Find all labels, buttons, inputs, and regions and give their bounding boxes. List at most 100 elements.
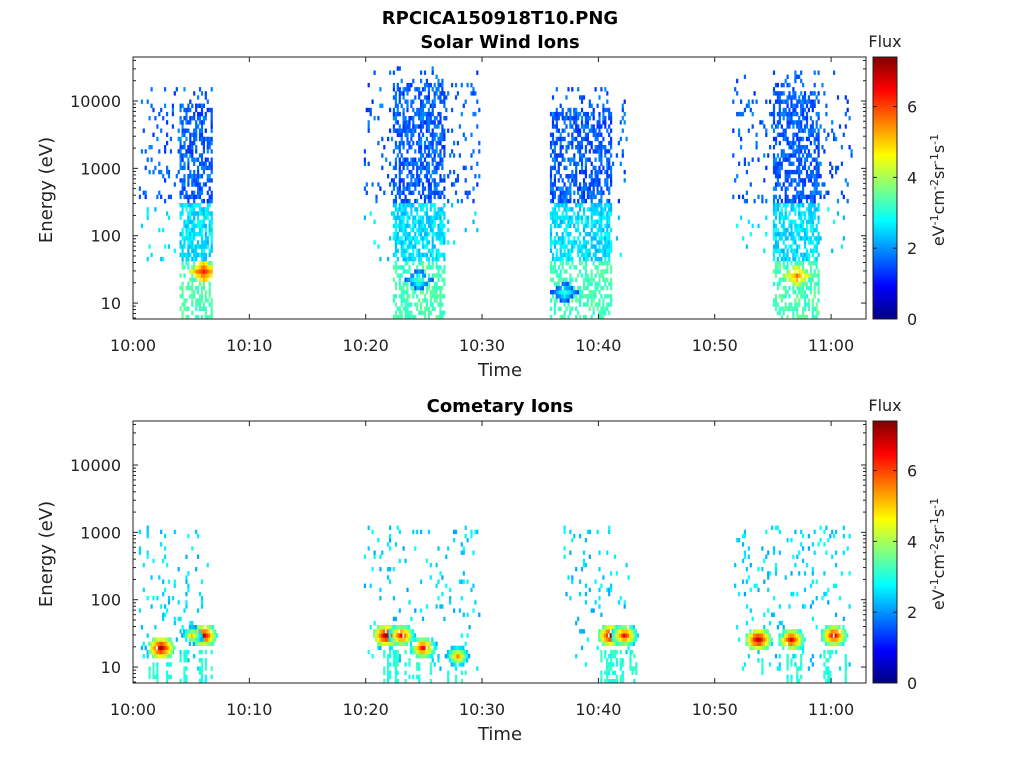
heatmap-cell — [410, 103, 413, 108]
heatmap-cell — [774, 294, 778, 299]
heatmap-cell — [464, 649, 467, 655]
heatmap-cell — [809, 124, 812, 129]
heatmap-cell — [144, 149, 147, 154]
heatmap-cell — [429, 645, 432, 651]
heatmap-cell — [800, 111, 803, 117]
heatmap-cell — [200, 273, 204, 278]
heatmap-cell — [594, 203, 597, 208]
heatmap-cell — [600, 232, 603, 237]
heatmap-cell — [191, 149, 194, 154]
heatmap-cell — [406, 140, 409, 146]
heatmap-cell — [594, 265, 597, 270]
heatmap-cell — [394, 236, 397, 241]
heatmap-cell — [365, 107, 368, 113]
heatmap-cell — [561, 244, 564, 249]
heatmap-cell — [600, 314, 603, 320]
heatmap-cell — [809, 248, 812, 253]
heatmap-cell — [551, 215, 555, 220]
heatmap-cell — [202, 273, 205, 278]
heatmap-cell — [431, 236, 434, 241]
heatmap-cell — [584, 219, 587, 224]
heatmap-cell — [443, 194, 446, 200]
heatmap-cell — [609, 641, 612, 646]
heatmap-cell — [600, 153, 603, 158]
heatmap-cell — [792, 232, 795, 237]
heatmap-cell — [549, 306, 553, 311]
heatmap-cell — [798, 182, 801, 187]
heatmap-cell — [190, 637, 193, 642]
heatmap-cell — [423, 140, 427, 146]
heatmap-cell — [410, 132, 413, 137]
heatmap-cell — [396, 128, 399, 133]
heatmap-cell — [782, 227, 785, 233]
heatmap-cell — [596, 269, 599, 274]
heatmap-cell — [447, 240, 450, 245]
heatmap-cell — [790, 169, 793, 175]
heatmap-cell — [631, 629, 634, 634]
heatmap-cell — [594, 178, 597, 183]
heatmap-cell — [458, 662, 461, 667]
heatmap-cell — [793, 641, 797, 646]
heatmap-cell — [466, 654, 469, 659]
heatmap-cell — [594, 252, 597, 258]
heatmap-cell — [596, 186, 599, 191]
heatmap-cell — [802, 252, 805, 258]
heatmap-cell — [586, 256, 589, 262]
heatmap-cell — [776, 265, 779, 270]
heatmap-cell — [590, 111, 593, 117]
heatmap-cell — [798, 140, 801, 146]
heatmap-cell — [796, 277, 799, 282]
heatmap-cell — [464, 190, 467, 195]
heatmap-cell — [421, 120, 425, 125]
heatmap-cell — [594, 223, 597, 229]
heatmap-cell — [573, 198, 576, 204]
heatmap-cell — [193, 256, 196, 262]
heatmap-cell — [788, 198, 791, 204]
heatmap-cell — [433, 207, 436, 212]
heatmap-cell — [410, 157, 413, 162]
heatmap-cell — [598, 550, 601, 555]
heatmap-cell — [425, 215, 428, 220]
heatmap-cell — [606, 240, 609, 245]
heatmap-cell — [813, 182, 816, 187]
heatmap-cell — [398, 161, 401, 166]
heatmap-cell — [790, 207, 793, 212]
heatmap-cell — [425, 604, 428, 609]
heatmap-cell — [782, 256, 785, 262]
heatmap-cell — [796, 136, 799, 142]
heatmap-cell — [425, 236, 428, 241]
heatmap-cell — [608, 190, 611, 195]
heatmap-cell — [187, 244, 190, 249]
heatmap-cell — [421, 107, 425, 113]
heatmap-cell — [389, 670, 392, 675]
heatmap-cell — [786, 290, 789, 295]
heatmap-cell — [604, 310, 607, 316]
heatmap-cell — [590, 256, 593, 262]
heatmap-cell — [573, 190, 576, 195]
heatmap-cell — [437, 136, 440, 142]
heatmap-cell — [802, 82, 805, 88]
heatmap-cell — [584, 314, 587, 320]
heatmap-cell — [187, 128, 190, 133]
heatmap-cell — [462, 658, 465, 663]
heatmap-cell — [794, 149, 797, 154]
heatmap-cell — [439, 604, 442, 609]
heatmap-cell — [195, 107, 198, 113]
heatmap-cell — [794, 281, 797, 287]
heatmap-cell — [200, 256, 204, 262]
heatmap-cell — [824, 637, 828, 642]
heatmap-cell — [835, 612, 838, 617]
heatmap-cell — [784, 575, 787, 580]
heatmap-cell — [772, 211, 776, 216]
heatmap-cell — [394, 616, 397, 622]
heatmap-cell — [429, 120, 432, 125]
heatmap-cell — [200, 277, 204, 282]
heatmap-cell — [412, 182, 415, 187]
heatmap-cell — [563, 215, 566, 220]
heatmap-cell — [163, 654, 166, 659]
heatmap-cell — [164, 149, 167, 154]
heatmap-cell — [198, 223, 202, 229]
heatmap-cell — [392, 124, 395, 129]
heatmap-cell — [398, 227, 401, 233]
heatmap-cell — [409, 633, 413, 638]
